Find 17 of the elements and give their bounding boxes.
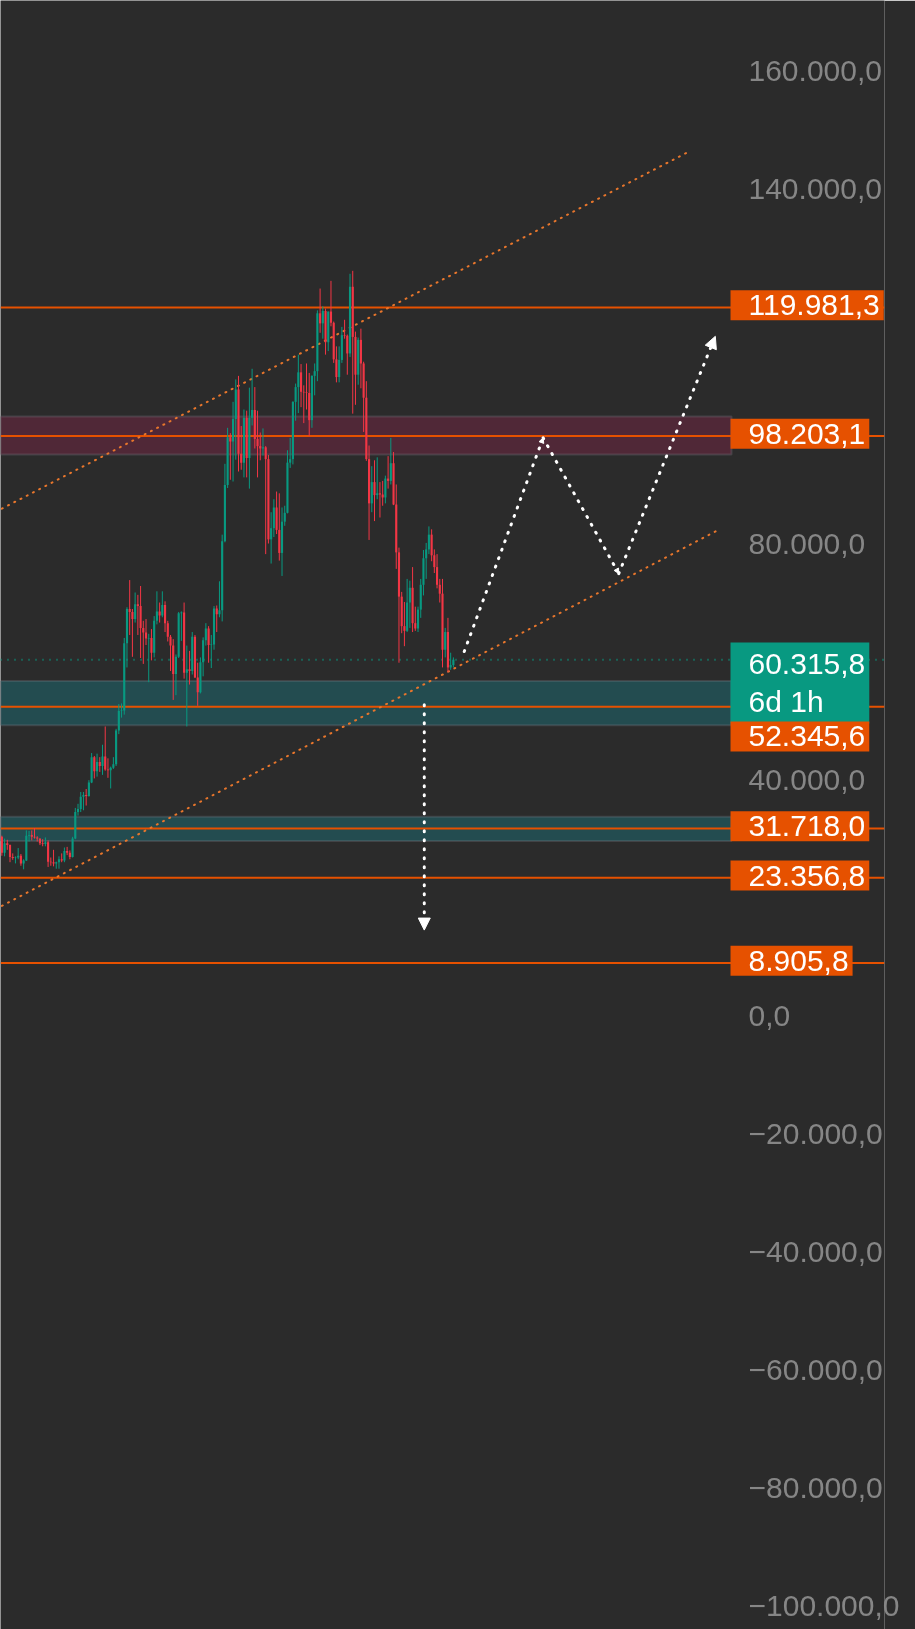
y-tick-label: −80.000,0 — [748, 1470, 883, 1504]
y-tick-label: 80.000,0 — [748, 526, 866, 560]
y-tick-label: −20.000,0 — [748, 1116, 883, 1150]
ref-line-label: 23.356,8 — [748, 858, 866, 892]
y-tick-label: −60.000,0 — [748, 1352, 883, 1386]
ref-line-label: 60.315,8 6d 1h — [748, 647, 866, 719]
y-tick-label: −100.000,0 — [748, 1588, 900, 1622]
y-tick-label: 0,0 — [748, 998, 791, 1032]
ref-line-label: 119.981,3 — [748, 288, 880, 322]
y-tick-label: 40.000,0 — [748, 762, 866, 796]
y-tick-label: 140.000,0 — [748, 172, 882, 206]
ref-line-label: 31.718,0 — [748, 809, 866, 843]
ref-line-label: 98.203,1 — [748, 416, 866, 450]
y-tick-label: 160.000,0 — [748, 54, 882, 88]
ref-line-label: 8.905,8 — [748, 943, 849, 977]
y-tick-label: −40.000,0 — [748, 1234, 883, 1268]
ref-line-label: 52.345,6 — [748, 719, 866, 753]
